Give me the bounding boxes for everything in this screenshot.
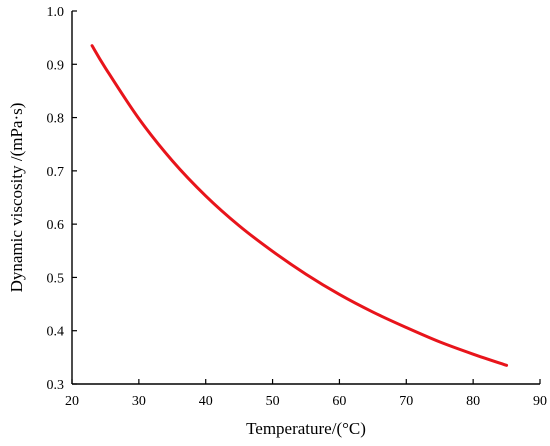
y-tick-label: 0.9 <box>47 58 65 73</box>
x-tick-label: 80 <box>466 394 480 409</box>
x-axis-title: Temperature/(°C) <box>246 419 366 438</box>
y-axis-title: Dynamic viscosity /(mPa·s) <box>7 103 26 293</box>
y-tick-label: 0.8 <box>47 112 65 127</box>
y-tick-label: 0.6 <box>47 218 65 233</box>
viscosity-series-line <box>90 44 509 367</box>
x-tick-label: 50 <box>266 394 280 409</box>
x-tick-label: 90 <box>533 394 547 409</box>
y-tick-label: 1.0 <box>47 5 65 20</box>
y-tick-label: 0.7 <box>47 165 65 180</box>
x-tick-label: 20 <box>65 394 79 409</box>
y-tick-label: 0.5 <box>47 271 65 286</box>
y-tick-label: 0.4 <box>47 325 65 340</box>
x-tick-label: 60 <box>332 394 346 409</box>
y-axis-ticks: 0.3 0.4 0.5 0.6 0.7 0.8 0.9 1.0 <box>47 5 77 393</box>
plot-area <box>90 44 509 367</box>
x-axis-ticks: 20 30 40 50 60 70 80 90 <box>65 379 547 409</box>
x-tick-label: 70 <box>399 394 413 409</box>
x-tick-label: 40 <box>199 394 213 409</box>
y-tick-label: 0.3 <box>47 378 65 393</box>
x-tick-label: 30 <box>132 394 146 409</box>
